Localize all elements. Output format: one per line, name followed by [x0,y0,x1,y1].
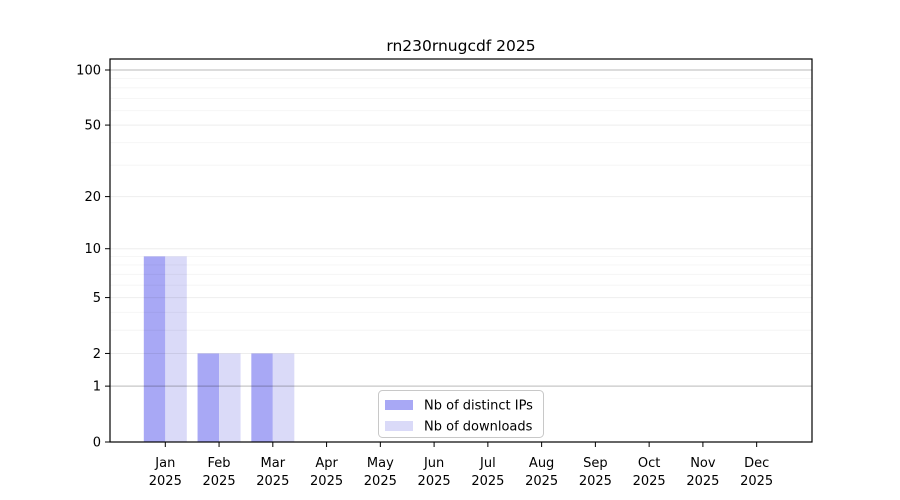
x-tick-label-year-jan: 2025 [149,474,182,489]
bar-nb-of-downloads-mar [272,353,295,442]
x-tick-label-year-sep: 2025 [579,474,612,489]
x-tick-label-year-jul: 2025 [471,474,504,489]
x-tick-label-year-may: 2025 [364,474,397,489]
chart-title: rn230rnugcdf 2025 [386,37,535,55]
y-tick-label-2: 2 [93,347,101,362]
y-tick-label-50: 50 [84,119,101,134]
x-tick-label-month-feb: Feb [208,456,231,471]
plot-content: 0 1 2 5 10 20 50 100 Jan 2025 Feb 2025 Mar 2025 Apr 202… [76,58,813,489]
x-tick-label-year-aug: 2025 [525,474,558,489]
legend-swatch-nb-of-downloads [385,421,413,431]
y-tick-label-100: 100 [76,64,101,79]
bar-nb-of-downloads-jan [165,256,187,442]
y-tick-label-20: 20 [84,190,101,205]
x-tick-label-month-dec: Dec [744,456,769,471]
y-tick-label-1: 1 [93,380,101,395]
bar-nb-of-distinct-ips-mar [251,353,273,442]
y-tick-label-10: 10 [84,242,101,257]
legend-label-nb-of-distinct-ips: Nb of distinct IPs [424,399,533,414]
x-tick-label-year-nov: 2025 [686,474,719,489]
x-tick-label-month-may: May [367,456,394,471]
x-tick-label-month-mar: Mar [261,456,286,471]
legend-label-nb-of-downloads: Nb of downloads [424,420,533,435]
x-tick-label-month-jul: Jul [479,456,496,471]
bar-nb-of-distinct-ips-feb [197,353,220,442]
x-tick-label-year-oct: 2025 [633,474,666,489]
x-tick-label-year-mar: 2025 [256,474,289,489]
x-tick-label-month-jan: Jan [154,456,175,471]
plot-frame [109,58,813,443]
x-tick-label-month-sep: Sep [583,456,608,471]
x-tick-label-year-dec: 2025 [740,474,773,489]
x-tick-label-year-apr: 2025 [310,474,343,489]
legend-swatch-nb-of-distinct-ips [385,400,413,410]
bar-nb-of-downloads-feb [219,353,241,442]
y-tick-label-5: 5 [93,291,101,306]
y-tick-label-0: 0 [93,436,101,451]
x-tick-label-month-oct: Oct [638,456,660,471]
x-tick-label-year-feb: 2025 [203,474,236,489]
bar-nb-of-distinct-ips-jan [143,256,166,442]
x-tick-label-month-aug: Aug [529,456,554,471]
x-tick-label-month-nov: Nov [690,456,716,471]
x-tick-label-month-apr: Apr [315,456,338,471]
legend-box [378,390,544,438]
x-tick-label-year-jun: 2025 [418,474,451,489]
x-tick-label-month-jun: Jun [423,456,444,471]
